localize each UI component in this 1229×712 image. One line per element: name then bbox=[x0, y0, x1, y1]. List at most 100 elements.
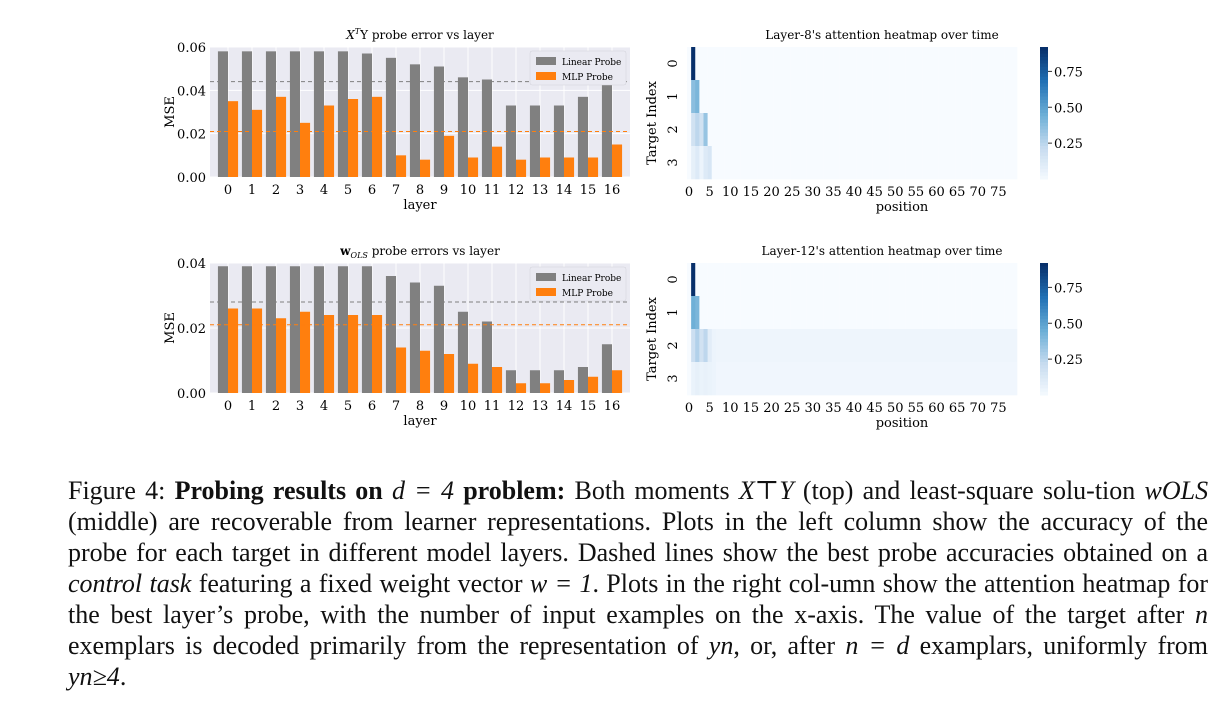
heatmap-cell bbox=[761, 113, 766, 147]
heatmap-cell bbox=[868, 47, 873, 81]
heatmap-cell bbox=[905, 47, 911, 81]
heatmap-cell bbox=[889, 263, 894, 297]
heatmap-cell bbox=[967, 47, 972, 81]
bar-linear-probe bbox=[433, 285, 444, 393]
heatmap-cell bbox=[918, 329, 923, 363]
heatmap-cell bbox=[951, 146, 956, 180]
heatmap-cell bbox=[942, 80, 948, 114]
legend-label: MLP Probe bbox=[562, 289, 613, 299]
heatmap-cell bbox=[687, 146, 692, 180]
heatmap-cell bbox=[1008, 80, 1014, 114]
heatmap-cell bbox=[810, 362, 816, 396]
heatmap-cell bbox=[748, 296, 754, 330]
heatmap-cell bbox=[786, 329, 791, 363]
x-tick-label: 6 bbox=[368, 183, 376, 198]
y-tick-label: 1 bbox=[666, 308, 681, 316]
colorbar-segment bbox=[1040, 282, 1048, 287]
heatmap-cell bbox=[872, 263, 878, 297]
heatmap-cell bbox=[781, 113, 787, 147]
heatmap-cell bbox=[757, 263, 762, 297]
heatmap-cell bbox=[872, 362, 878, 396]
bar-linear-probe bbox=[217, 51, 228, 177]
heatmap-cell bbox=[786, 47, 791, 81]
heatmap-cell bbox=[864, 263, 869, 297]
heatmap-cell bbox=[860, 146, 865, 180]
heatmap-cell bbox=[728, 47, 733, 81]
heatmap-cell bbox=[703, 113, 708, 147]
heatmap-cell bbox=[856, 47, 861, 81]
bar-chart-wols: 0.000.020.040 1 2 3 4 5 6 7 8 9 10 11 12 13 14 15 16wOLS… bbox=[163, 244, 630, 429]
x-tick-label: 70 bbox=[970, 401, 987, 416]
heatmap-cell bbox=[707, 362, 713, 396]
x-tick-label: 15 bbox=[743, 401, 760, 416]
heatmap-cell bbox=[984, 296, 989, 330]
heatmap-cell bbox=[938, 329, 944, 363]
heatmap-cell bbox=[926, 263, 931, 297]
caption-italic-control-task: control task bbox=[68, 569, 192, 598]
heatmap-cell bbox=[761, 263, 766, 297]
heatmap-cell bbox=[872, 80, 878, 114]
heatmap-cell bbox=[930, 296, 935, 330]
heatmap-cell bbox=[715, 296, 721, 330]
heatmap-cell bbox=[864, 47, 869, 81]
heatmap-cell bbox=[802, 113, 807, 147]
heatmap-cell bbox=[852, 329, 857, 363]
heatmap-cell bbox=[926, 296, 931, 330]
x-tick-label: 30 bbox=[805, 401, 822, 416]
heatmap-cell bbox=[786, 113, 791, 147]
heatmap-cell bbox=[835, 296, 840, 330]
heatmap-cell bbox=[876, 263, 882, 297]
heatmap-cell bbox=[930, 329, 935, 363]
heatmap-cell bbox=[926, 146, 931, 180]
colorbar-segment bbox=[1040, 149, 1048, 154]
heatmap-cell bbox=[938, 146, 944, 180]
heatmap-cell bbox=[918, 47, 923, 81]
heatmap-cell bbox=[687, 263, 692, 297]
heatmap-cell bbox=[724, 113, 729, 147]
heatmap-cell bbox=[926, 113, 931, 147]
heatmap-cell bbox=[728, 329, 733, 363]
heatmap-cell bbox=[687, 296, 692, 330]
heatmap-cell bbox=[1004, 296, 1010, 330]
heatmap-cell bbox=[695, 113, 700, 147]
x-tick-label: 9 bbox=[440, 399, 448, 414]
heatmap-cell bbox=[864, 146, 869, 180]
heatmap-cell bbox=[992, 329, 997, 363]
x-tick-label: 75 bbox=[990, 185, 1007, 200]
chart-title: XTY probe error vs layer bbox=[345, 27, 494, 42]
bar-mlp-probe bbox=[540, 383, 551, 393]
heatmap-cell bbox=[736, 329, 741, 363]
x-tick-label: 8 bbox=[416, 183, 424, 198]
heatmap-cell bbox=[823, 329, 828, 363]
heatmap-cell bbox=[951, 296, 956, 330]
heatmap-cell bbox=[843, 329, 849, 363]
heatmap-cell bbox=[889, 80, 894, 114]
colorbar-segment bbox=[1040, 155, 1048, 160]
y-tick-label: 0.02 bbox=[177, 322, 206, 337]
heatmap-cell bbox=[777, 113, 783, 147]
x-tick-label: 65 bbox=[949, 401, 966, 416]
bar-mlp-probe bbox=[540, 157, 551, 177]
heatmap-cell bbox=[703, 362, 708, 396]
heatmap-cell bbox=[757, 47, 762, 81]
heatmap-cell bbox=[951, 113, 956, 147]
x-tick-label: 1 bbox=[248, 183, 256, 198]
x-tick-label: 10 bbox=[722, 185, 739, 200]
heatmap-cell bbox=[753, 47, 758, 81]
colorbar-segment bbox=[1040, 106, 1048, 111]
bar-mlp-probe bbox=[396, 155, 407, 177]
heatmap-cell bbox=[707, 296, 713, 330]
heatmap-cell bbox=[1004, 362, 1010, 396]
heatmap-cell bbox=[843, 47, 849, 81]
heatmap-cell bbox=[810, 146, 816, 180]
heatmap-cell bbox=[753, 362, 758, 396]
colorbar-segment bbox=[1040, 109, 1048, 114]
heatmap-cell bbox=[753, 80, 758, 114]
heatmap-cell bbox=[720, 113, 725, 147]
heatmap-cell bbox=[835, 263, 840, 297]
colorbar-segment bbox=[1040, 312, 1048, 317]
heatmap-cell bbox=[996, 263, 1001, 297]
heatmap-cell bbox=[996, 296, 1001, 330]
heatmap-cell bbox=[852, 80, 857, 114]
heatmap-cell bbox=[728, 113, 733, 147]
